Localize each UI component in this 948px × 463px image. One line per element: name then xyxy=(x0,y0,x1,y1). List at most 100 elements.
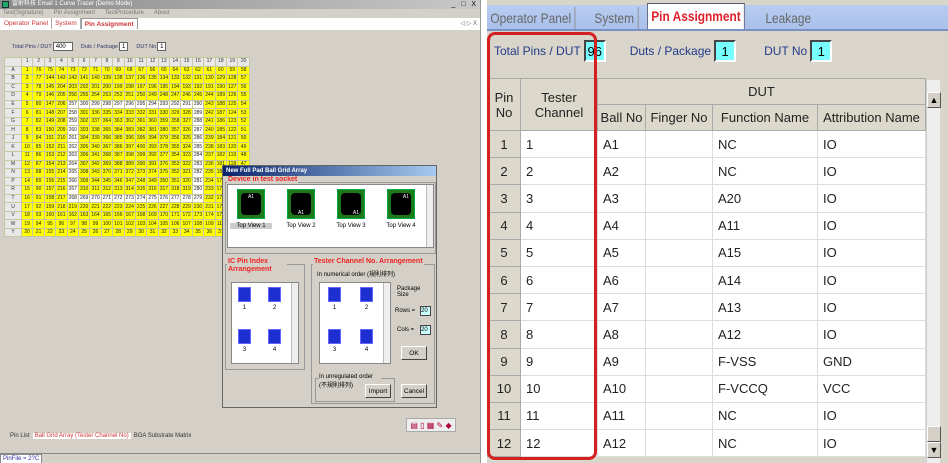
grid-cell[interactable]: 49 xyxy=(237,142,250,152)
grid-cell[interactable]: 29 xyxy=(123,227,136,238)
grid-cell[interactable]: 165 xyxy=(100,210,114,221)
pin-index-icon[interactable] xyxy=(238,287,251,302)
cell-attribution-name[interactable]: IO xyxy=(817,401,926,431)
toolbar-icons[interactable]: ▤ ▯ ▦ ✎ ◆ xyxy=(406,418,456,432)
col-pin-no[interactable]: Pin No xyxy=(487,78,521,131)
table-row[interactable]: 10 10 A10 F-VCCQ VCC xyxy=(487,374,926,403)
tab-system[interactable]: System xyxy=(52,18,81,29)
grid-cell[interactable]: 196 xyxy=(146,82,159,93)
duts-input[interactable]: 1 xyxy=(714,40,737,62)
row-header[interactable]: J xyxy=(4,133,22,144)
grid-cell[interactable]: 166 xyxy=(112,210,125,221)
grid-cell[interactable]: 51 xyxy=(237,125,250,135)
grid-cell[interactable]: 341 xyxy=(89,151,102,161)
grid-cell[interactable]: 204 xyxy=(55,82,68,93)
cell-tester-channel[interactable]: 8 xyxy=(520,320,598,349)
grid-cell[interactable]: 302 xyxy=(77,116,91,127)
tab-pin-assignment[interactable]: Pin Assignment xyxy=(646,3,745,29)
grid-cell[interactable]: 251 xyxy=(123,91,136,101)
grid-cell[interactable]: 290 xyxy=(191,99,205,110)
cell-ball-no[interactable]: A4 xyxy=(597,211,646,240)
grid-cell[interactable]: 61 xyxy=(203,65,216,76)
table-row[interactable]: 8 8 A8 A12 IO xyxy=(487,320,926,349)
grid-cell[interactable]: 96 xyxy=(55,219,68,229)
grid-cell[interactable]: 242 xyxy=(203,108,216,118)
grid-cell[interactable]: 146 xyxy=(43,91,57,101)
grid-cell[interactable]: 349 xyxy=(146,176,159,187)
grid-cell[interactable]: 386 xyxy=(112,142,125,152)
grid-cell[interactable]: 129 xyxy=(214,74,228,84)
grid-cell[interactable]: 141 xyxy=(77,74,91,84)
top-view-3[interactable]: A1 Top View 3 xyxy=(336,189,366,229)
grid-cell[interactable]: 102 xyxy=(123,219,136,229)
row-header[interactable]: L xyxy=(4,151,22,161)
grid-cell[interactable]: 66 xyxy=(146,65,159,76)
cell-attribution-name[interactable]: IO xyxy=(817,320,926,349)
grid-cell[interactable]: 313 xyxy=(112,185,125,195)
grid-cell[interactable]: 81 xyxy=(32,108,45,118)
grid-cell[interactable]: 140 xyxy=(89,74,102,84)
grid-cell[interactable]: 83 xyxy=(32,125,45,135)
grid-cell[interactable]: 296 xyxy=(123,99,136,110)
grid-cell[interactable]: 160 xyxy=(43,210,57,221)
grid-cell[interactable]: 382 xyxy=(134,125,148,135)
col-header[interactable]: 10 xyxy=(123,57,136,67)
grid-cell[interactable]: 95 xyxy=(43,219,57,229)
cell-finger-no[interactable] xyxy=(645,374,713,403)
grid-cell[interactable]: 80 xyxy=(32,99,45,110)
grid-cell[interactable]: 309 xyxy=(77,176,91,187)
grid-cell[interactable]: 221 xyxy=(89,202,102,212)
cell-function-name[interactable]: F-VSS xyxy=(712,347,818,376)
grid-cell[interactable]: 385 xyxy=(112,133,125,144)
cell-finger-no[interactable] xyxy=(645,401,713,431)
grid-cell[interactable]: 248 xyxy=(157,91,171,101)
grid-cell[interactable]: 343 xyxy=(89,168,102,178)
grid-cell[interactable]: 363 xyxy=(112,116,125,127)
view-scrollbar[interactable] xyxy=(426,185,433,247)
grid-cell[interactable]: 172 xyxy=(180,210,193,221)
grid-cell[interactable]: 325 xyxy=(180,133,193,144)
grid-cell[interactable]: 345 xyxy=(100,176,114,187)
row-header[interactable]: D xyxy=(4,91,22,101)
grid-cell[interactable]: 99 xyxy=(89,219,102,229)
grid-cell[interactable]: 94 xyxy=(32,219,45,229)
grid-cell[interactable]: 256 xyxy=(66,91,79,101)
grid-cell[interactable]: 317 xyxy=(157,185,171,195)
cell-function-name[interactable]: NC xyxy=(712,129,818,159)
grid-cell[interactable]: 24 xyxy=(66,227,79,238)
window-controls[interactable]: _ □ X xyxy=(451,1,478,8)
grid-cell[interactable]: 171 xyxy=(169,210,182,221)
grid-cell[interactable]: 33 xyxy=(169,227,182,238)
cell-finger-no[interactable] xyxy=(645,184,713,213)
grid-cell[interactable]: 120 xyxy=(226,142,239,152)
row-header[interactable]: W xyxy=(4,219,22,229)
cell-tester-channel[interactable]: 4 xyxy=(520,211,598,240)
grid-cell[interactable]: 50 xyxy=(237,133,250,144)
col-header[interactable]: 9 xyxy=(112,57,125,67)
grid-cell[interactable]: 220 xyxy=(77,202,91,212)
grid-cell[interactable]: 388 xyxy=(112,159,125,170)
row-header[interactable]: K xyxy=(4,142,22,152)
grid-cell[interactable]: 297 xyxy=(112,99,125,110)
grid-cell[interactable]: 15 xyxy=(20,185,34,195)
grid-cell[interactable]: 11 xyxy=(20,151,34,161)
grid-cell[interactable]: 398 xyxy=(123,151,136,161)
grid-cell[interactable]: 85 xyxy=(32,142,45,152)
grid-cell[interactable]: 100 xyxy=(100,219,114,229)
grid-cell[interactable]: 303 xyxy=(77,125,91,135)
grid-cell[interactable]: 128 xyxy=(226,74,239,84)
grid-cell[interactable]: 324 xyxy=(180,142,193,152)
grid-cell[interactable]: 30 xyxy=(134,227,148,238)
grid-cell[interactable]: 105 xyxy=(157,219,171,229)
grid-cell[interactable]: 62 xyxy=(191,65,205,76)
grid-cell[interactable]: 209 xyxy=(55,125,68,135)
grid-cell[interactable]: 376 xyxy=(157,159,171,170)
grid-cell[interactable]: 35 xyxy=(191,227,205,238)
grid-cell[interactable]: 312 xyxy=(100,185,114,195)
grid-cell[interactable]: 108 xyxy=(191,219,205,229)
tab-pin-list[interactable]: Pin List xyxy=(10,433,30,439)
grid-cell[interactable]: 169 xyxy=(146,210,159,221)
pin-index-icon[interactable] xyxy=(238,329,251,344)
grid-cell[interactable]: 354 xyxy=(169,151,182,161)
grid-cell[interactable]: 396 xyxy=(123,133,136,144)
